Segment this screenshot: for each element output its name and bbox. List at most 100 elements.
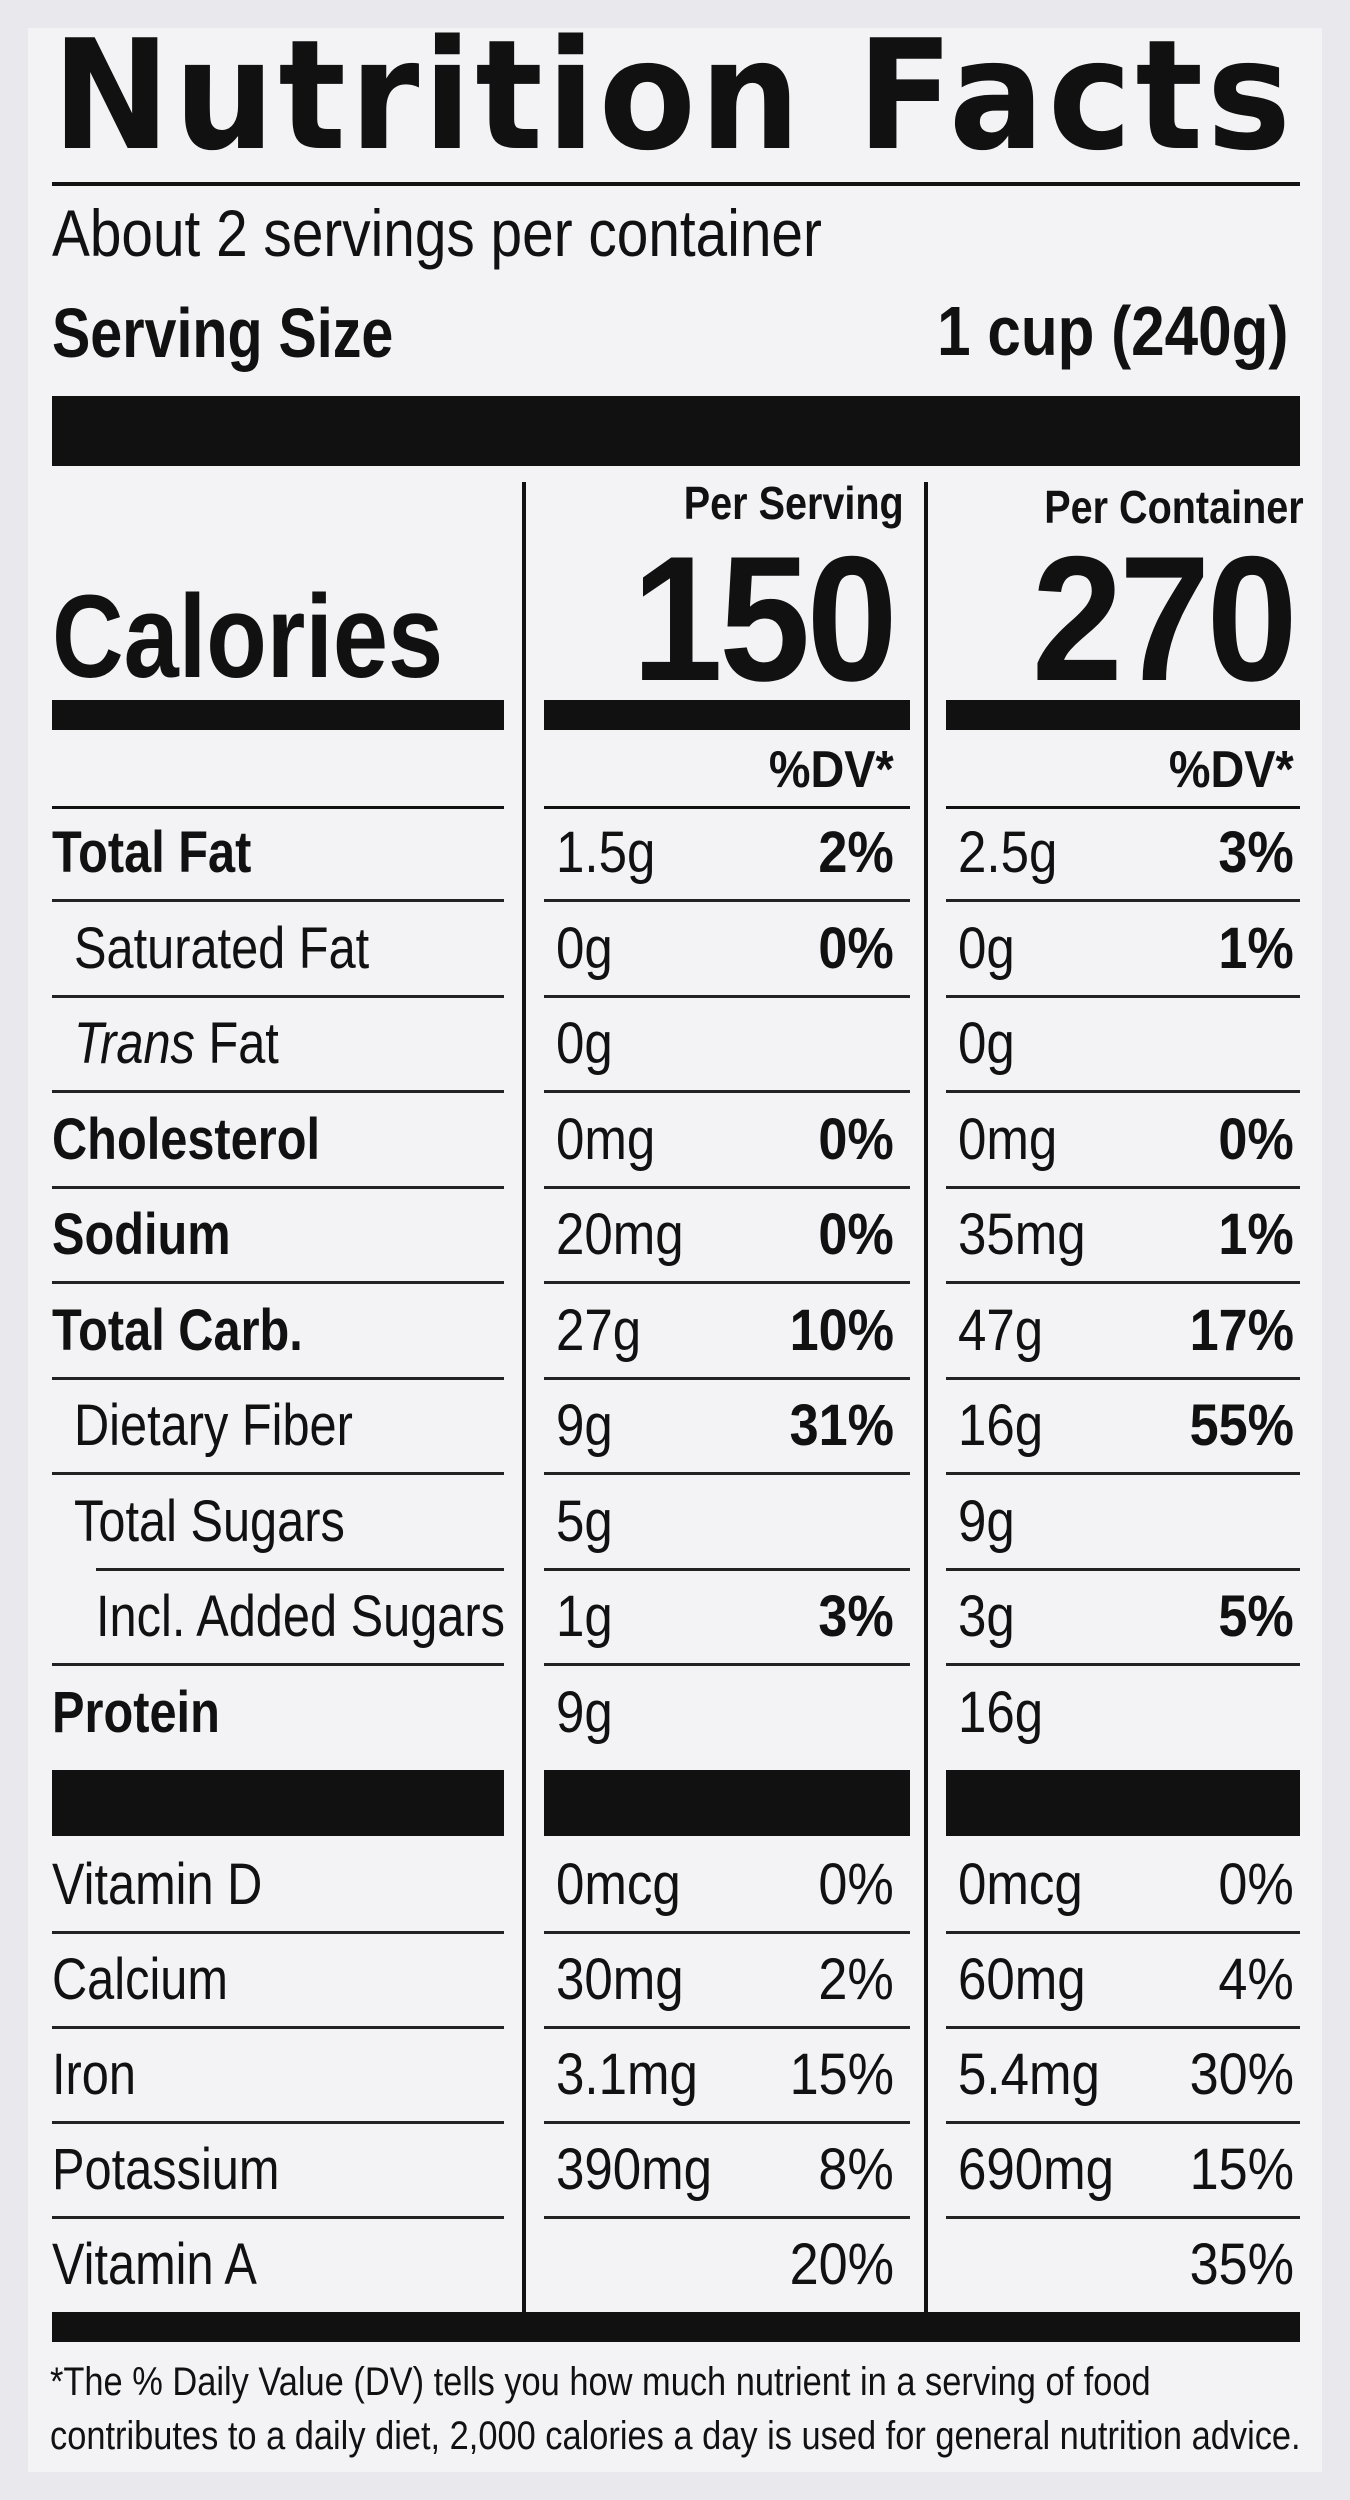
calories-rule-container (946, 700, 1300, 730)
row-rule (544, 1376, 910, 1380)
nutrient-name: Trans Fat (74, 1015, 279, 1073)
serving-dv: 10% (789, 1297, 894, 1363)
vitamin-divider-serving (544, 1770, 910, 1836)
calories-per-container: 270 (1031, 519, 1298, 718)
serving-dv: 2% (818, 820, 894, 885)
serving-dv: 8% (818, 2137, 894, 2202)
vitamin-name: Vitamin D (52, 1852, 263, 1917)
container-amount: 2.5g (958, 820, 1058, 885)
serving-amount: 390mg (556, 2137, 713, 2202)
serving-amount: 5g (556, 1488, 613, 1554)
vitamin-row: Potassium 390mg 8% 690mg 15% (0, 2125, 1350, 2219)
container-dv: 30% (1189, 2042, 1294, 2107)
container-dv: 1% (1218, 915, 1294, 981)
nutrient-name: Protein (52, 1679, 220, 1745)
container-amount: 35mg (958, 1202, 1086, 1267)
nutrient-row: Incl. Added Sugars 1g 3% 3g 5% (0, 1572, 1350, 1666)
dv-header-rule (544, 806, 910, 809)
row-rule (52, 994, 504, 998)
container-amount: 16g (958, 1393, 1044, 1458)
vitamin-divider-name (52, 1770, 504, 1836)
container-dv: 0% (1218, 1106, 1294, 1172)
row-rule (52, 1472, 504, 1475)
nutrient-row: Cholesterol 0mg 0% 0mg 0% (0, 1095, 1350, 1189)
row-rule (544, 1663, 910, 1666)
calories-rule-name (52, 700, 504, 730)
nutrient-name: Incl. Added Sugars (96, 1584, 505, 1649)
container-amount: 690mg (958, 2137, 1115, 2202)
nutrient-row: Protein 9g 16g (0, 1668, 1350, 1762)
vitamin-row: Vitamin D 0mcg 0% 0mcg 0% (0, 1840, 1350, 1934)
row-rule (52, 1376, 504, 1380)
row-rule (946, 1567, 1300, 1571)
container-amount: 16g (958, 1679, 1044, 1745)
container-dv: 4% (1218, 1947, 1294, 2012)
nutrient-row: Total Sugars 5g 9g (0, 1477, 1350, 1571)
row-rule (946, 1185, 1300, 1189)
nutrient-row: Total Carb. 27g 10% 47g 17% (0, 1286, 1350, 1380)
container-dv: 17% (1189, 1297, 1294, 1363)
footnote-divider (52, 2312, 1300, 2342)
serving-amount: 9g (556, 1679, 613, 1745)
vitamin-name: Calcium (52, 1947, 228, 2012)
container-dv: 1% (1218, 1202, 1294, 1267)
container-dv: 3% (1218, 820, 1294, 885)
footnote-line-1: *The % Daily Value (DV) tells you how mu… (50, 2360, 1151, 2404)
nutrient-row: Sodium 20mg 0% 35mg 1% (0, 1190, 1350, 1284)
nutrient-name-rest: Fat (194, 1011, 279, 1076)
calories-per-serving: 150 (631, 519, 898, 718)
dv-header-rule (52, 806, 504, 809)
row-rule (946, 994, 1300, 998)
row-rule (544, 2216, 910, 2219)
footnote-line-2: contributes to a daily diet, 2,000 calor… (50, 2414, 1301, 2458)
row-rule (96, 1567, 504, 1571)
row-rule (946, 899, 1300, 902)
row-rule (946, 2216, 1300, 2219)
row-rule (946, 1090, 1300, 1093)
container-dv: 55% (1189, 1393, 1294, 1458)
dv-header-serving: %DV* (769, 741, 894, 799)
vitamin-name: Iron (52, 2042, 136, 2107)
container-amount: 0mcg (958, 1852, 1083, 1917)
dv-header-container: %DV* (1169, 741, 1294, 799)
row-rule (544, 1567, 910, 1571)
row-rule (544, 1090, 910, 1093)
vitamin-divider-container (946, 1770, 1300, 1836)
serving-amount: 0mcg (556, 1852, 681, 1917)
servings-per-container: About 2 servings per container (52, 196, 822, 270)
serving-amount: 30mg (556, 1947, 684, 2012)
nutrient-name: Sodium (52, 1202, 231, 1267)
nutrient-name: Saturated Fat (74, 915, 370, 981)
nutrient-name: Cholesterol (52, 1106, 321, 1172)
row-rule (544, 1472, 910, 1475)
serving-amount: 0g (556, 1011, 613, 1076)
row-rule (52, 1281, 504, 1284)
serving-amount: 0g (556, 915, 613, 981)
container-amount: 60mg (958, 1947, 1086, 2012)
container-amount: 9g (958, 1488, 1015, 1554)
dv-header-rule (946, 806, 1300, 809)
vitamin-name: Vitamin A (52, 2232, 257, 2297)
row-rule (946, 2026, 1300, 2029)
serving-amount: 1g (556, 1584, 613, 1649)
serving-dv: 0% (818, 1202, 894, 1267)
row-rule (946, 1931, 1300, 1934)
serving-dv: 0% (818, 1106, 894, 1172)
row-rule (52, 1663, 504, 1666)
title-divider (52, 182, 1300, 186)
nutrient-row: Trans Fat 0g 0g (0, 999, 1350, 1093)
row-rule (544, 899, 910, 902)
row-rule (544, 2121, 910, 2124)
serving-dv: 20% (789, 2232, 894, 2297)
calories-rule-serving (544, 700, 910, 730)
container-amount: 3g (958, 1584, 1015, 1649)
per-container-header: Per Container (1044, 481, 1304, 533)
per-serving-header: Per Serving (684, 477, 904, 529)
row-rule (544, 1185, 910, 1189)
nutrient-row: Saturated Fat 0g 0% 0g 1% (0, 904, 1350, 998)
nutrient-name: Total Carb. (52, 1297, 303, 1363)
serving-amount: 1.5g (556, 820, 656, 885)
serving-amount: 0mg (556, 1106, 656, 1172)
serving-dv: 0% (818, 1852, 894, 1917)
serving-amount: 27g (556, 1297, 642, 1363)
